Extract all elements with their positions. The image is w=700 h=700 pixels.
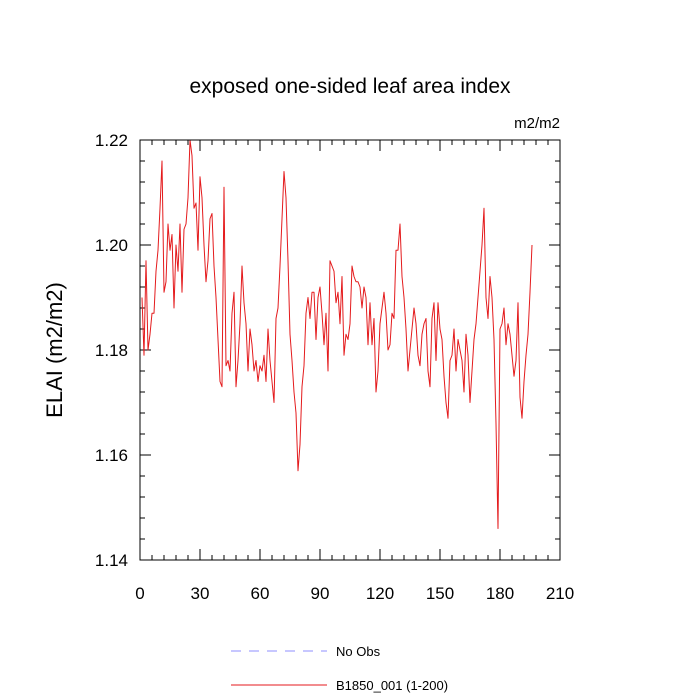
y-axis-ticks: 1.14 1.16 1.18 1.20 1.22 [95,131,560,570]
x-tick-label: 120 [366,584,394,603]
chart-title: exposed one-sided leaf area index [189,75,511,98]
plot-frame [139,139,561,561]
y-axis-label: ELAI (m2/m2) [42,282,67,418]
y-tick-label: 1.20 [95,236,128,255]
legend-label: B1850_001 (1-200) [336,678,448,693]
x-tick-label: 150 [426,584,454,603]
y-tick-label: 1.22 [95,131,128,150]
legend: No Obs B1850_001 (1-200) [231,644,448,693]
y-tick-label: 1.16 [95,446,128,465]
x-tick-label: 180 [486,584,514,603]
x-axis-ticks: 0 30 60 90 120 150 180 210 [135,140,574,603]
x-tick-label: 210 [546,584,574,603]
x-tick-label: 90 [311,584,330,603]
x-tick-label: 60 [251,584,270,603]
x-tick-label: 0 [135,584,144,603]
y-tick-label: 1.14 [95,551,128,570]
series-line [141,139,533,529]
x-tick-label: 30 [191,584,210,603]
legend-label: No Obs [336,644,381,659]
units-label: m2/m2 [514,115,560,132]
y-tick-label: 1.18 [95,341,128,360]
plot-series [141,139,533,529]
